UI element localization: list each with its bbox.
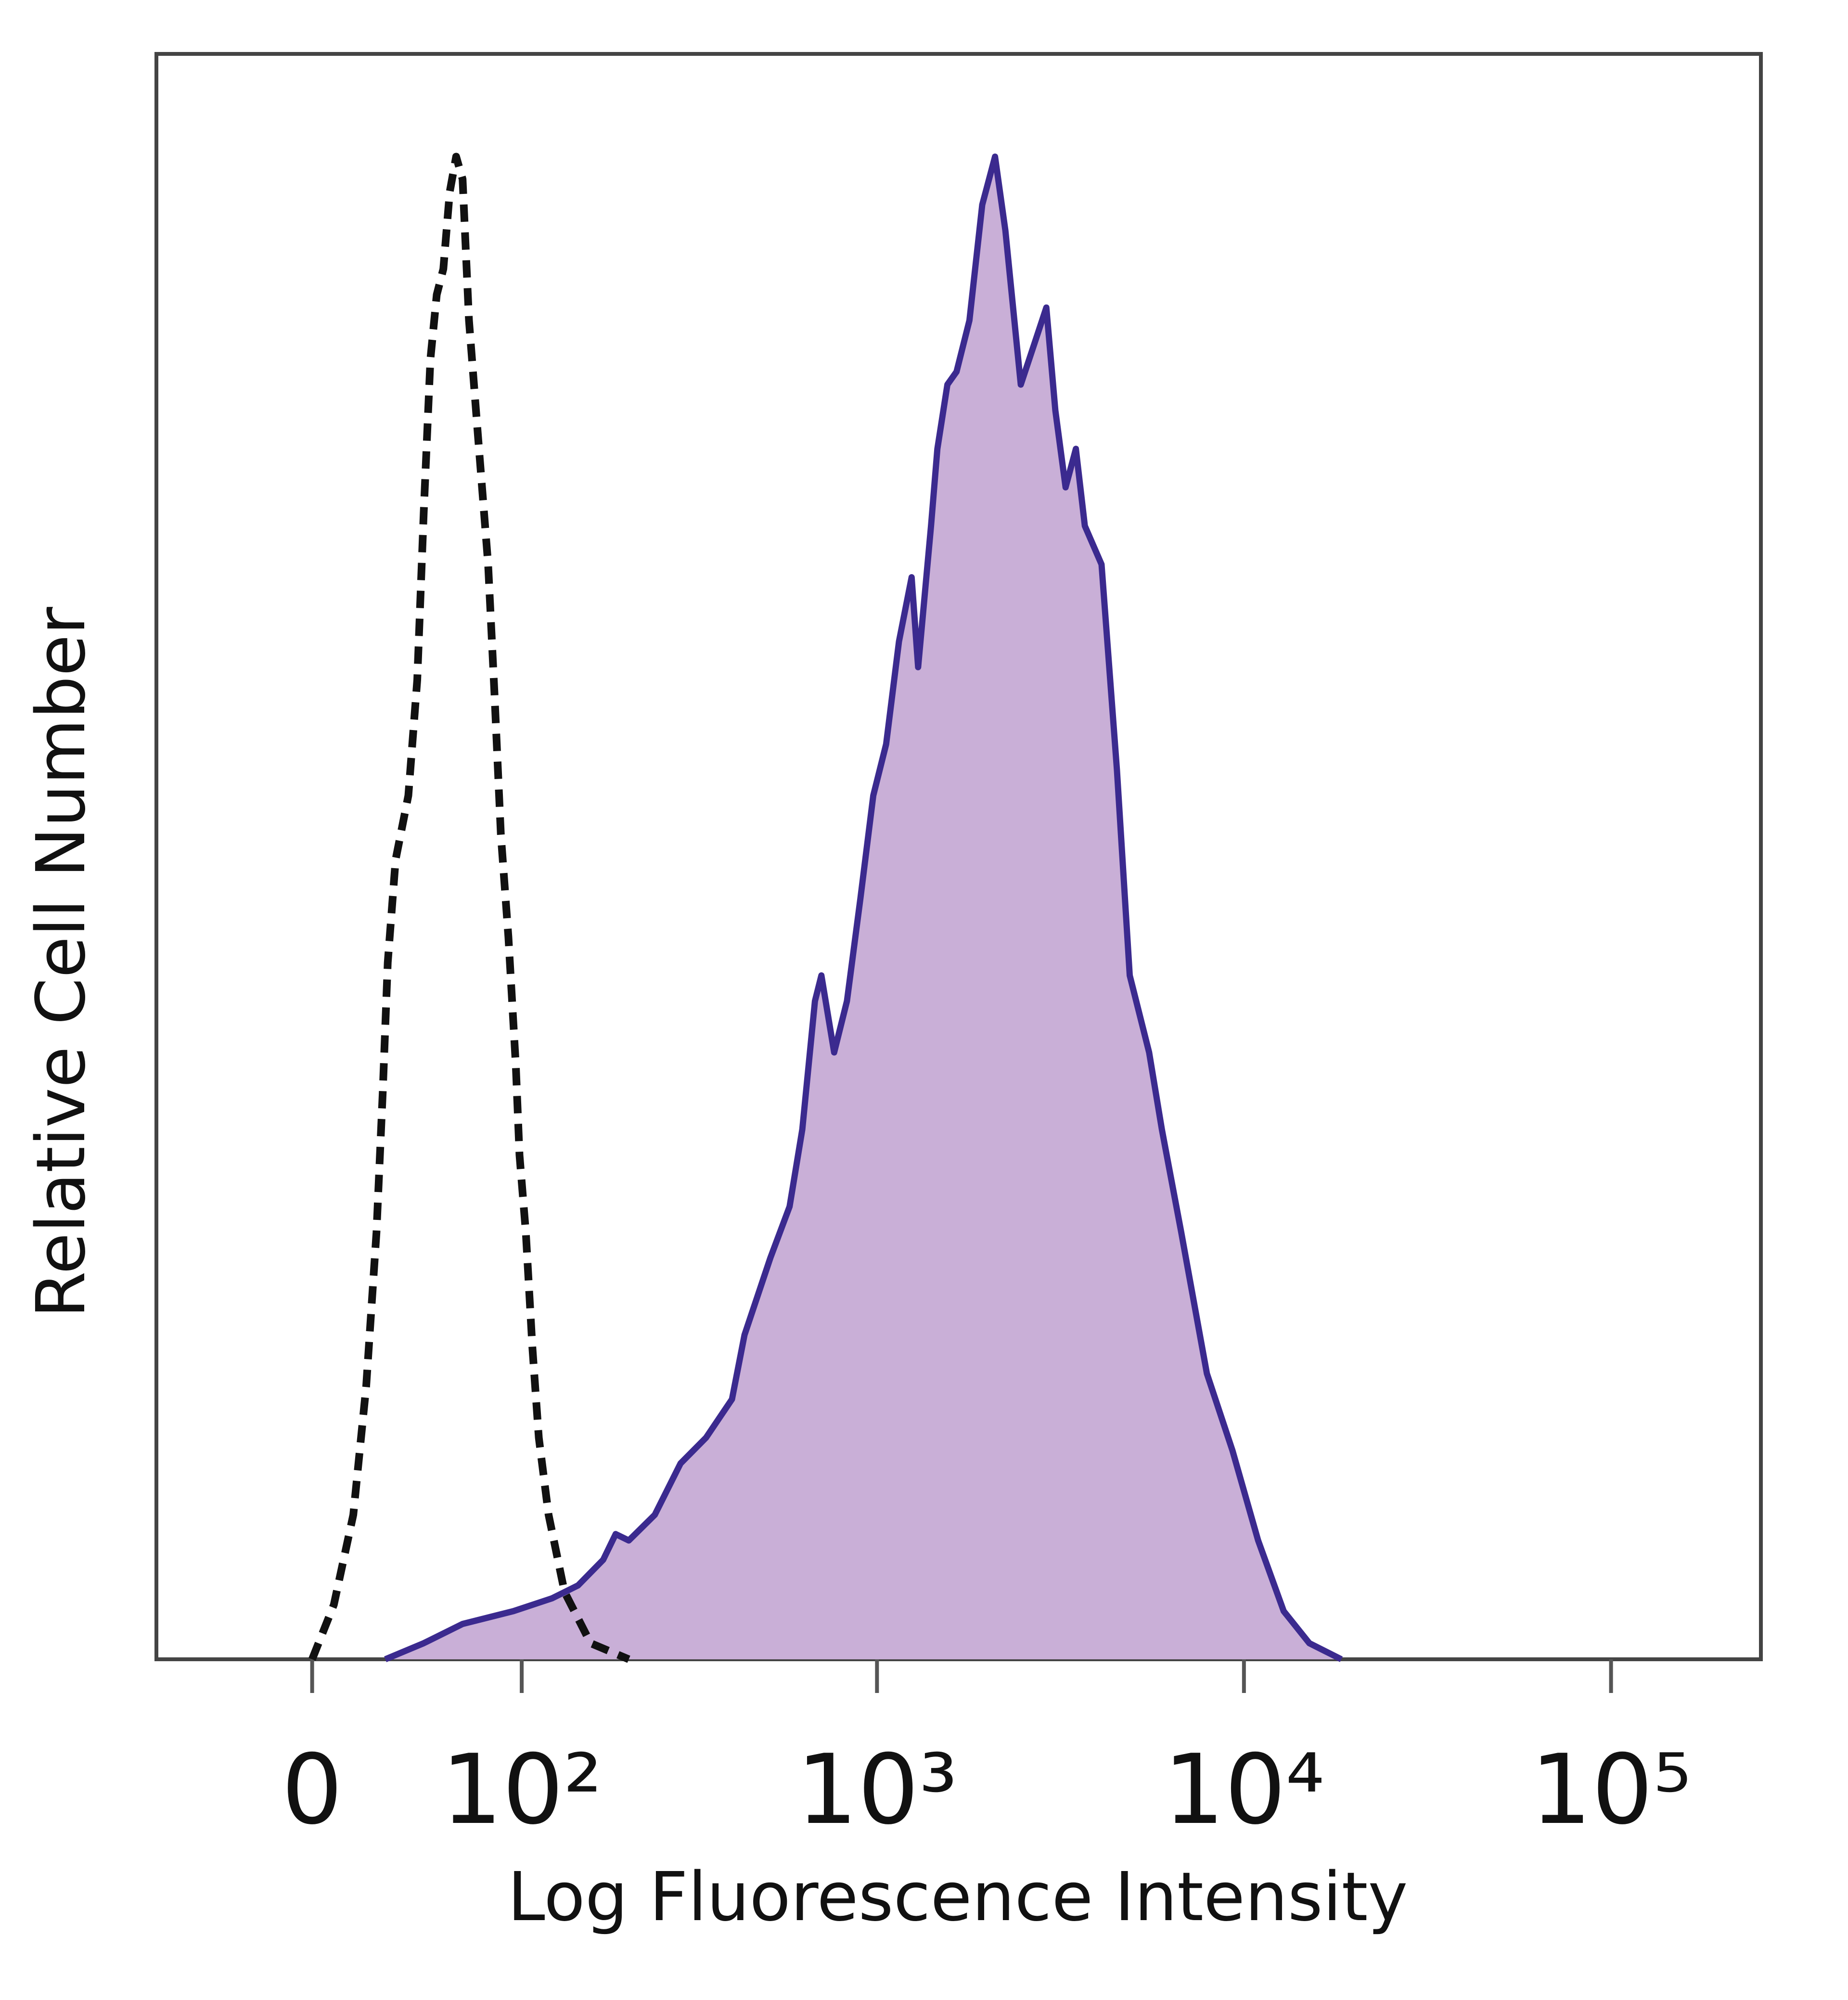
y-axis-title: Relative Cell Number	[22, 607, 101, 1318]
x-tick-label: 0	[282, 1734, 343, 1846]
histogram-line	[384, 154, 1343, 1662]
x-tick-label: 10⁵	[1530, 1734, 1692, 1846]
x-tick-label: 10²	[441, 1734, 603, 1846]
x-tick-label: 10³	[796, 1734, 958, 1846]
histogram-line	[308, 153, 630, 1663]
x-tick-label: 10⁴	[1163, 1734, 1324, 1846]
area	[385, 156, 1342, 1659]
x-axis-title: Log Fluorescence Intensity	[508, 1858, 1408, 1936]
